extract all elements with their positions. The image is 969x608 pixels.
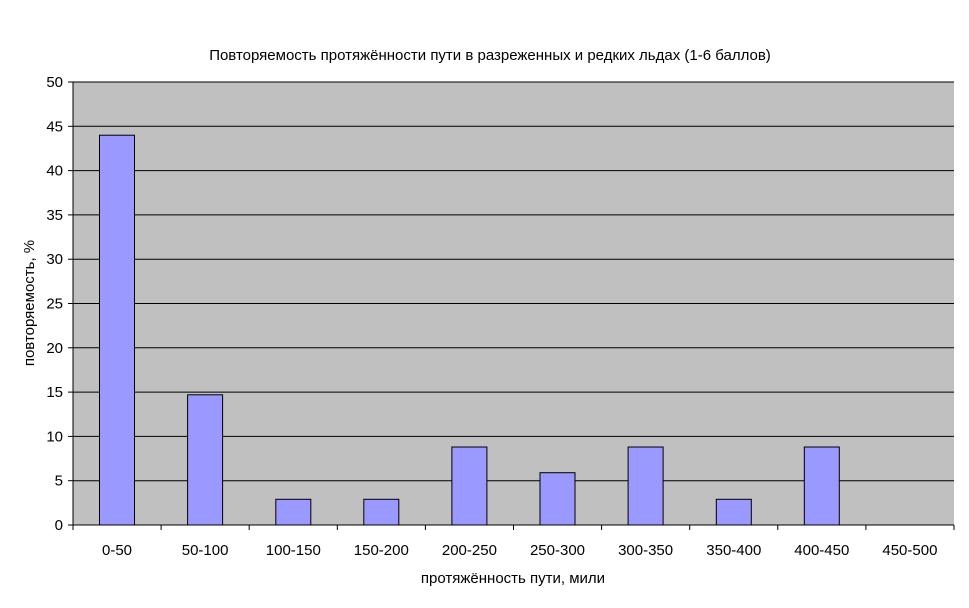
gridlines: [73, 81, 954, 482]
bar-50-100: [187, 394, 224, 526]
y-tick-label: 10: [46, 428, 63, 445]
x-tick-label: 50-100: [182, 542, 229, 559]
x-tick-label: 450-500: [882, 542, 937, 559]
y-tick-label: 40: [46, 163, 63, 180]
y-tick-label: 35: [46, 207, 63, 224]
y-tick-label: 45: [46, 118, 63, 135]
x-tick-label: 400-450: [794, 542, 849, 559]
bar-350-400: [715, 498, 752, 526]
y-tick-label: 50: [46, 74, 63, 91]
bar-400-450: [803, 446, 840, 526]
x-axis-title: протяжённость пути, мили: [421, 570, 605, 587]
bar-0-50: [99, 134, 135, 526]
x-tick-label: 200-250: [442, 542, 497, 559]
chart-title: Повторяемость протяжённости пути в разре…: [209, 47, 771, 64]
x-tick-label: 250-300: [530, 542, 585, 559]
x-tick-label: 350-400: [706, 542, 761, 559]
bar-100-150: [275, 498, 312, 526]
bars: [99, 134, 840, 526]
y-tick-label: 25: [46, 296, 63, 313]
x-tick-label: 100-150: [266, 542, 321, 559]
x-tick-label: 300-350: [618, 542, 673, 559]
y-tick-label: 20: [46, 340, 63, 357]
bar-150-200: [363, 498, 400, 526]
y-tick-label: 5: [55, 473, 63, 490]
x-tick-labels: 0-50 50-100 100-150 150-200 200-250 250-300 30…: [102, 542, 937, 559]
y-tick-label: 30: [46, 251, 63, 268]
x-tick-label: 0-50: [102, 542, 132, 559]
x-tick-label: 150-200: [354, 542, 409, 559]
axes: [68, 81, 955, 530]
y-tick-label: 15: [46, 384, 63, 401]
bar-300-350: [627, 446, 664, 526]
y-tick-label: 0: [55, 517, 63, 534]
y-tick-labels: 0 5 10 15 20 25 30 35 40 45 50: [46, 74, 63, 534]
bar-200-250: [451, 446, 488, 526]
y-axis-title: повторяемость, %: [21, 240, 38, 366]
bar-250-300: [539, 472, 576, 526]
